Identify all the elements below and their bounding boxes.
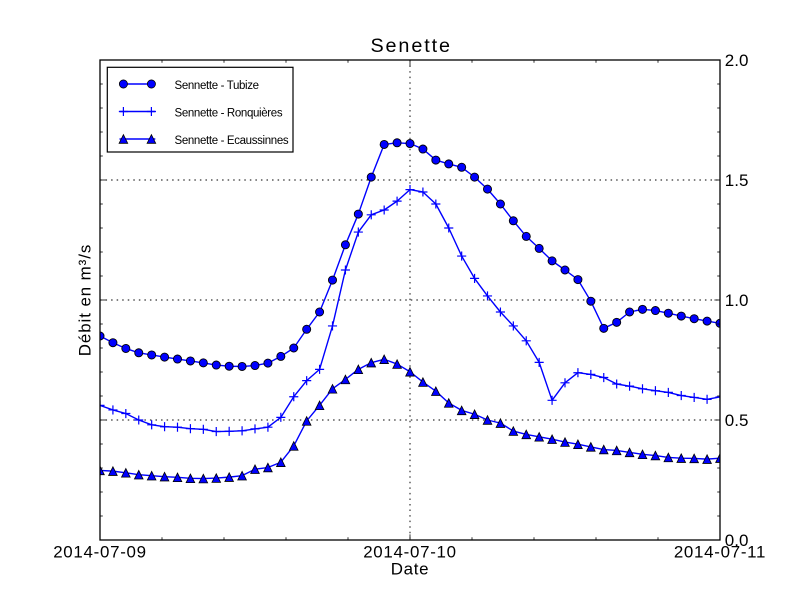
svg-text:Senette: Senette <box>370 35 452 57</box>
svg-text:2014-07-10: 2014-07-10 <box>363 542 457 561</box>
svg-text:2.0: 2.0 <box>725 51 749 70</box>
svg-text:Débit en m³/s: Débit en m³/s <box>76 244 95 356</box>
svg-text:Sennette - Tubize: Sennette - Tubize <box>175 80 259 92</box>
svg-text:Sennette - Ecaussinnes: Sennette - Ecaussinnes <box>175 135 289 147</box>
svg-text:0.0: 0.0 <box>725 531 749 550</box>
svg-text:Date: Date <box>391 560 429 579</box>
svg-text:2014-07-11: 2014-07-11 <box>674 542 766 561</box>
svg-text:1.0: 1.0 <box>725 291 749 310</box>
svg-text:1.5: 1.5 <box>725 171 749 190</box>
svg-text:2014-07-09: 2014-07-09 <box>53 542 147 561</box>
svg-text:0.5: 0.5 <box>725 411 749 430</box>
svg-text:Sennette - Ronquières: Sennette - Ronquières <box>175 108 283 120</box>
